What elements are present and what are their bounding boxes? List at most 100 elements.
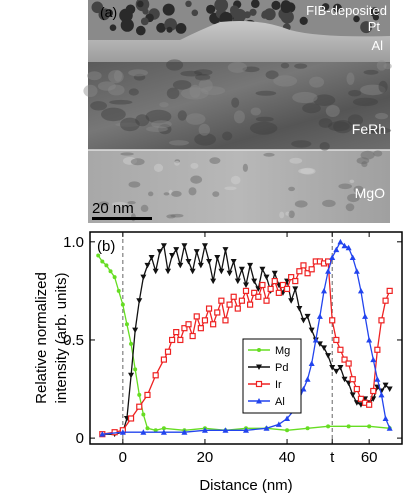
data-point-pd (263, 274, 270, 281)
ferh-grain (109, 99, 133, 105)
ferh-grain (383, 63, 392, 70)
pt-particle (369, 7, 380, 17)
y-axis-label-line-2: intensity (arb. units) (53, 273, 70, 404)
ferh-grain (364, 127, 392, 134)
data-point-ir (386, 287, 393, 294)
mgo-speckle (356, 157, 370, 165)
series-ir (99, 258, 393, 438)
mgo-speckle (163, 192, 170, 196)
data-point-pd (148, 255, 155, 261)
data-point-mg (124, 322, 129, 327)
data-point-pd (201, 243, 208, 249)
data-point-al (99, 431, 106, 437)
pt-particle (360, 21, 373, 34)
data-point-ir (226, 301, 233, 308)
data-point-pd (234, 278, 241, 285)
legend-marker-al (256, 398, 262, 404)
ferh-grain (97, 81, 116, 91)
data-point-ir (288, 274, 295, 281)
data-point-pd (230, 258, 237, 265)
data-point-ir (341, 356, 348, 363)
x-tick-label: t (330, 449, 335, 466)
ferh-grain (115, 122, 141, 127)
mgo-speckle (188, 187, 197, 196)
legend: Mg Pd Ir Al (242, 338, 302, 414)
mgo-speckle (128, 181, 141, 188)
ferh-grain (233, 110, 245, 124)
data-point-al (160, 429, 167, 435)
ferh-grain (108, 84, 125, 96)
mgo-speckle (288, 210, 295, 219)
ferh-grain (169, 140, 189, 146)
mgo-speckle (166, 214, 176, 219)
mgo-speckle (130, 158, 145, 166)
ferh-grain (145, 109, 172, 124)
data-point-ir (366, 401, 373, 408)
data-point-al (263, 425, 270, 431)
legend-label-al: Al (275, 396, 285, 408)
layer-label-ferh: FeRh (352, 121, 386, 137)
ferh-grain (119, 117, 140, 132)
ferh-grain (128, 88, 139, 96)
pt-particle (321, 3, 330, 11)
mgo-speckle (279, 211, 285, 219)
mgo-speckle (353, 185, 364, 194)
ferh-grain (83, 84, 98, 97)
series-al (99, 238, 393, 437)
ferh-grain (292, 91, 318, 104)
data-point-al (316, 313, 323, 319)
legend-items: Mg Pd Ir Al (248, 345, 290, 408)
data-point-ir (144, 391, 151, 399)
mgo-speckle (289, 157, 303, 164)
data-point-pd (251, 278, 258, 285)
ferh-grain (198, 123, 210, 136)
y-axis-label-line-1: Relative normalized (33, 272, 50, 404)
data-point-ir (160, 356, 167, 363)
data-point-ir (275, 289, 282, 296)
ferh-grain (172, 80, 192, 90)
data-point-pd (296, 306, 303, 312)
ferh-grain (273, 75, 298, 87)
data-point-ir (169, 336, 176, 344)
data-point-al (329, 254, 336, 261)
mgo-speckle (224, 186, 237, 191)
data-point-pd (136, 298, 143, 304)
pt-particle (251, 0, 260, 8)
data-point-ir (205, 305, 213, 312)
ferh-grain (250, 121, 278, 135)
mgo-speckle (190, 175, 203, 184)
tem-micrograph: (a) FIB-deposited Pt Al FeRh MgO 20 nm (83, 0, 392, 223)
legend-label-ir: Ir (275, 379, 282, 391)
data-point-pd (292, 286, 299, 292)
ferh-grain (87, 71, 102, 81)
data-point-pd (165, 268, 171, 275)
data-point-pd (288, 298, 295, 304)
data-point-pd (181, 243, 188, 249)
data-point-al (222, 427, 229, 433)
ferh-grain (309, 76, 325, 88)
data-point-mg (120, 302, 125, 307)
ferh-layer (88, 62, 390, 150)
data-point-ir (238, 297, 245, 304)
data-point-al (378, 391, 385, 398)
data-point-ir (242, 287, 250, 294)
ferh-grain (294, 63, 308, 69)
data-point-al (370, 356, 377, 363)
ferh-grain (325, 105, 340, 117)
layer-label-pt: Pt (368, 19, 381, 34)
y-tick-label: 0.5 (63, 332, 84, 349)
data-point-ir (201, 317, 209, 324)
pt-particle (120, 18, 134, 32)
data-point-ir (283, 285, 291, 293)
ferh-grain (375, 112, 389, 120)
pt-particle (261, 12, 268, 19)
data-point-al (140, 429, 147, 435)
data-point-al (181, 429, 188, 435)
data-point-pd (222, 247, 229, 253)
ferh-grain (200, 86, 226, 95)
panel-b-label: (b) (97, 238, 115, 255)
mgo-speckle (112, 201, 127, 208)
data-point-pd (173, 247, 180, 253)
data-point-ir (251, 289, 258, 296)
pt-particle (214, 0, 229, 12)
